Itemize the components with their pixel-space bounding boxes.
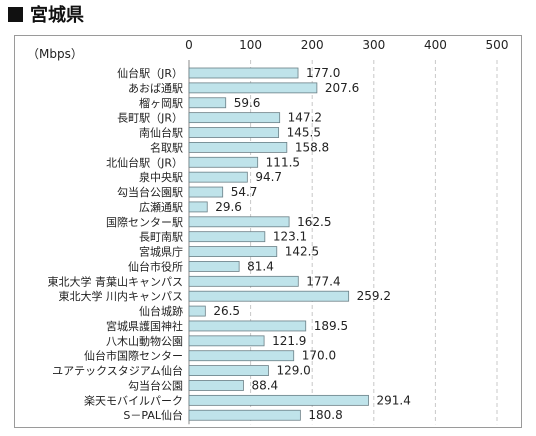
- bar: [188, 305, 206, 317]
- value-label: 29.6: [215, 200, 242, 214]
- x-tick-label: 100: [239, 38, 262, 52]
- value-label: 180.8: [308, 408, 342, 422]
- chart-heading: 宮城県: [8, 2, 84, 26]
- bar: [188, 335, 265, 347]
- value-label: 145.5: [287, 126, 321, 140]
- value-label: 158.8: [295, 140, 329, 154]
- value-label: 94.7: [255, 170, 282, 184]
- value-label: 259.2: [357, 289, 391, 303]
- category-label: 東北大学 川内キャンパス: [59, 289, 184, 303]
- category-label: 宮城県庁: [139, 245, 183, 259]
- bar-chart: （Mbps） 0 100 200 300 400 500 仙台駅（JR） あおば通駅榴ヶ岡駅…: [27, 38, 509, 425]
- bar: [188, 142, 288, 153]
- category-label: 国際センター駅: [106, 216, 183, 229]
- value-label: 177.4: [306, 274, 340, 288]
- x-tick-label: 300: [362, 38, 385, 52]
- category-label: ユアテックスタジアム仙台: [52, 364, 183, 378]
- unit-label: （Mbps）: [27, 47, 83, 61]
- category-label: 榴ヶ岡駅: [139, 96, 183, 110]
- bar: [188, 82, 318, 94]
- value-label: 26.5: [213, 304, 240, 318]
- value-label: 81.4: [247, 259, 274, 273]
- value-label: 54.7: [231, 185, 258, 199]
- chart-frame: （Mbps） 0 100 200 300 400 500 仙台駅（JR） あおば通駅 榴ヶ岡駅…: [14, 35, 522, 428]
- value-label: 121.9: [272, 334, 306, 348]
- value-label: 291.4: [377, 393, 411, 407]
- bar: [188, 186, 224, 198]
- x-tick-label: 400: [424, 38, 447, 52]
- bar: [188, 350, 295, 362]
- value-label: 162.5: [297, 215, 331, 229]
- bar: [188, 394, 369, 406]
- category-label: 長町南駅: [139, 231, 183, 244]
- value-label: 88.4: [251, 378, 278, 392]
- bar: [188, 97, 227, 109]
- category-label: 北仙台駅（JR）: [106, 155, 183, 169]
- bar: [188, 261, 240, 272]
- x-tick-label: 200: [301, 38, 324, 52]
- x-tick-label: 0: [185, 38, 193, 52]
- category-label: 広瀬通駅: [139, 200, 183, 214]
- bar: [188, 365, 269, 377]
- value-label: 129.0: [276, 364, 310, 378]
- value-label: 123.1: [273, 230, 307, 244]
- bar: [188, 246, 278, 257]
- category-label: 仙台市役所: [128, 259, 183, 273]
- category-label: 仙台城跡: [139, 304, 183, 318]
- value-label: 111.5: [266, 155, 300, 169]
- bar: [188, 320, 307, 332]
- bar: [188, 112, 281, 124]
- bar: [188, 290, 350, 302]
- bar: [188, 216, 290, 228]
- bar: [188, 275, 299, 287]
- value-label: 147.2: [288, 111, 322, 125]
- x-tick-label: 500: [486, 38, 509, 52]
- category-label: 勾当台公園: [128, 378, 183, 392]
- heading-square-icon: [8, 6, 23, 22]
- category-label: 楽天モバイルパーク: [84, 394, 183, 407]
- category-label: 宮城県護国神社: [106, 319, 183, 333]
- bar: [188, 409, 301, 421]
- bar: [188, 201, 208, 213]
- value-label: 189.5: [314, 319, 348, 333]
- category-label: 八木山動物公園: [106, 334, 183, 348]
- bar: [188, 231, 266, 243]
- value-label: 170.0: [302, 349, 336, 363]
- bar: [188, 67, 299, 79]
- category-label: 仙台駅（JR）: [117, 66, 183, 80]
- value-label: 177.0: [306, 66, 340, 80]
- bar: [188, 127, 280, 138]
- bar: [188, 380, 244, 391]
- value-label: 207.6: [325, 81, 359, 95]
- category-label: 南仙台駅: [139, 126, 183, 140]
- category-label: S－PAL仙台: [123, 408, 183, 422]
- category-label: 長町駅（JR）: [117, 112, 183, 125]
- category-label: 名取駅: [150, 140, 183, 154]
- category-label: 仙台市国際センター: [84, 349, 183, 363]
- category-label: 泉中央駅: [139, 170, 183, 184]
- category-label: あおば通駅: [128, 82, 183, 95]
- bar: [188, 156, 259, 168]
- value-label: 59.6: [234, 96, 261, 110]
- category-label: 勾当台公園駅: [117, 185, 183, 199]
- bar: [188, 171, 248, 183]
- value-label: 142.5: [285, 245, 319, 259]
- category-label: 東北大学 青葉山キャンパス: [48, 274, 184, 288]
- page-title: 宮城県: [30, 5, 84, 26]
